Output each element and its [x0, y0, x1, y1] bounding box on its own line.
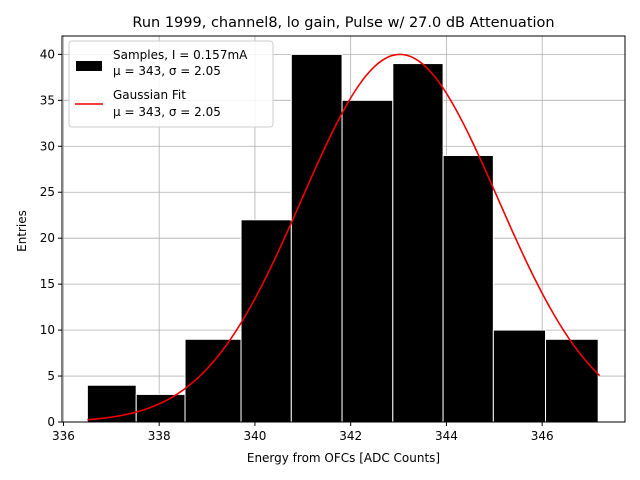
legend-histogram-label: Samples, I = 0.157mA [113, 48, 248, 62]
y-tick-label: 15 [40, 277, 55, 291]
legend-histogram-swatch [76, 61, 102, 71]
legend-histogram-stats: μ = 343, σ = 2.05 [113, 64, 221, 78]
histogram-bar [341, 99, 394, 423]
y-tick-label: 30 [40, 139, 55, 153]
axes-frame [61, 35, 626, 423]
histogram-bar [442, 154, 494, 423]
histogram-bar [392, 63, 444, 423]
x-axis-ticks: 336 338 340 342 344 346 [52, 422, 554, 443]
legend-fit-stats: μ = 343, σ = 2.05 [113, 105, 221, 119]
y-tick-label: 40 [40, 47, 55, 61]
x-tick-label: 338 [148, 429, 171, 443]
histogram-bar [184, 338, 242, 423]
x-tick-label: 346 [531, 429, 554, 443]
x-tick-label: 336 [52, 429, 75, 443]
chart-title: Run 1999, channel8, lo gain, Pulse w/ 27… [132, 15, 554, 31]
x-tick-label: 344 [435, 429, 458, 443]
histogram-bar [240, 219, 292, 423]
gaussian-fit-curve [87, 53, 601, 421]
y-tick-label: 25 [40, 185, 55, 199]
y-tick-label: 10 [40, 323, 55, 337]
y-tick-label: 35 [40, 93, 55, 107]
axes-spines [61, 35, 626, 423]
legend-fit-label: Gaussian Fit [113, 88, 186, 102]
legend-frame [68, 40, 274, 128]
x-axis-label: Energy from OFCs [ADC Counts] [247, 451, 440, 465]
y-tick-label: 0 [47, 415, 55, 429]
legend: Samples, I = 0.157mA μ = 343, σ = 2.05 G… [68, 40, 274, 128]
y-axis-label: Entries [15, 210, 29, 252]
y-tick-label: 20 [40, 231, 55, 245]
histogram-bar [492, 329, 547, 423]
y-axis-ticks: 0 5 10 15 20 25 30 35 40 [40, 47, 62, 429]
histogram-bar [545, 338, 599, 423]
x-tick-label: 340 [243, 429, 266, 443]
histogram-bars [86, 53, 599, 423]
fit-curve-layer [87, 53, 601, 421]
histogram-bar [290, 53, 343, 423]
y-tick-label: 5 [47, 369, 55, 383]
x-tick-label: 342 [339, 429, 362, 443]
histogram-bar [135, 393, 186, 423]
